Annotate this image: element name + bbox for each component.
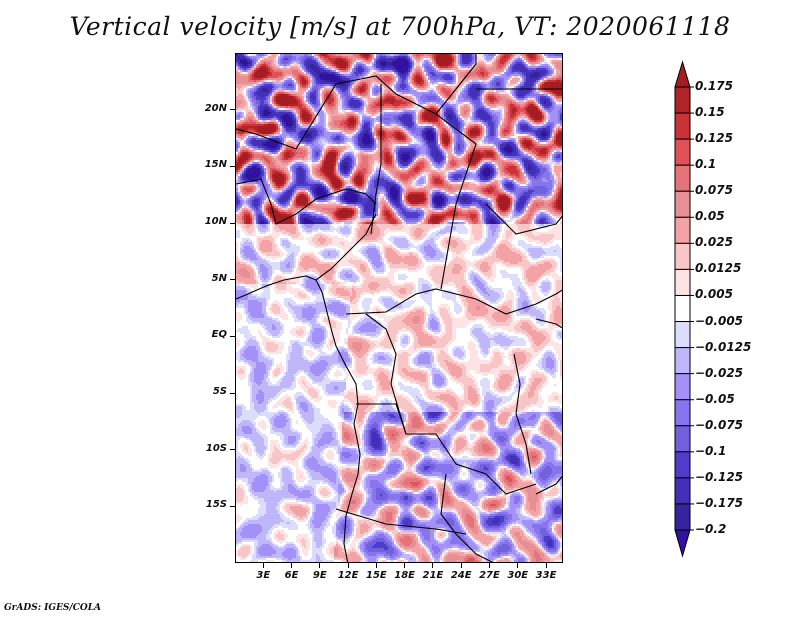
colorbar-swatch: [674, 268, 691, 296]
colorbar-level-label: −0.2: [695, 522, 727, 536]
colorbar-swatch: [674, 373, 691, 401]
x-tick-mark: [291, 563, 293, 568]
x-tick-mark: [517, 563, 519, 568]
border-uganda: [535, 318, 562, 329]
x-tick-mark: [545, 563, 547, 568]
colorbar-level-label: 0.15: [695, 105, 725, 120]
colorbar-swatch: [674, 425, 691, 453]
x-tick-label: 24E: [450, 570, 472, 581]
colorbar-level-label: 0.0125: [695, 261, 742, 276]
colorbar-swatch: [674, 399, 691, 427]
y-tick-mark: [230, 335, 235, 337]
y-tick-mark: [230, 449, 235, 451]
border-lake-tanganyika: [513, 353, 532, 475]
colorbar-level-label: 0.175: [695, 79, 733, 93]
colorbar-swatch: [674, 164, 691, 192]
y-tick-label: 5N: [211, 272, 227, 284]
border-nigeria: [236, 178, 377, 225]
y-tick-label: 10S: [205, 442, 227, 454]
x-tick-label: 18E: [394, 570, 416, 581]
x-tick-mark: [404, 563, 406, 568]
border-namibia: [335, 508, 467, 535]
border-congo: [365, 313, 407, 435]
x-tick-mark: [262, 563, 264, 568]
colorbar-swatch: [674, 347, 691, 375]
colorbar-swatch: [674, 86, 691, 114]
colorbar-level-label: 0.005: [695, 287, 733, 302]
x-tick-mark: [319, 563, 321, 568]
y-tick-label: 5S: [212, 386, 227, 397]
x-tick-label: 21E: [422, 570, 444, 581]
x-tick-mark: [432, 563, 434, 568]
y-tick-mark: [230, 279, 235, 281]
colorbar-swatch: [674, 294, 691, 323]
y-tick-mark: [230, 505, 235, 507]
colorbar-top-arrow: [674, 60, 691, 88]
x-tick-label: 27E: [479, 570, 500, 581]
colorbar-swatch: [674, 321, 691, 349]
chart-title: Vertical velocity [m/s] at 700hPa, VT: 2…: [69, 12, 731, 41]
colorbar-level-label: −0.125: [695, 469, 744, 484]
x-tick-label: 3E: [256, 570, 271, 581]
colorbar-level-label: −0.025: [695, 365, 744, 380]
border-angola-zambia: [440, 473, 494, 562]
map-plot-area: [235, 53, 563, 563]
colorbar-level-label: −0.175: [695, 495, 744, 510]
y-tick-label: 15N: [204, 159, 227, 171]
y-tick-mark: [230, 165, 235, 167]
y-tick-mark: [230, 392, 235, 394]
border-cameroon: [315, 213, 377, 281]
colorbar-level-label: −0.0125: [695, 339, 752, 354]
border-chad-sudan: [370, 84, 382, 235]
x-tick-label: 33E: [535, 570, 557, 581]
colorbar-level-label: −0.1: [695, 443, 727, 458]
country-borders: [236, 54, 562, 562]
x-tick-label: 6E: [284, 570, 299, 581]
colorbar-swatch: [674, 216, 691, 244]
y-tick-label: 15S: [205, 499, 227, 511]
x-tick-mark: [460, 563, 462, 568]
border-car: [345, 288, 562, 315]
colorbar-swatch: [674, 242, 691, 270]
colorbar-swatch: [674, 477, 691, 505]
x-tick-label: 12E: [337, 570, 359, 581]
colorbar-level-label: 0.025: [695, 235, 733, 250]
border-libya: [435, 54, 477, 115]
x-tick-label: 30E: [507, 570, 529, 581]
border-niger-chad: [236, 75, 477, 290]
grads-credit: GrADS: IGES/COLA: [4, 603, 102, 613]
x-tick-label: 15E: [366, 570, 387, 581]
colorbar-swatch: [674, 190, 691, 218]
vertical-velocity-field: [236, 54, 562, 562]
colorbar-swatch: [674, 112, 691, 140]
border-tanzania: [535, 475, 562, 495]
colorbar-swatch: [674, 138, 691, 166]
colorbar-level-label: −0.075: [695, 417, 744, 432]
x-tick-label: 9E: [312, 570, 327, 581]
y-tick-mark: [230, 222, 235, 224]
colorbar-level-label: −0.005: [695, 313, 744, 328]
colorbar-level-label: 0.1: [695, 157, 717, 172]
colorbar-swatch: [674, 503, 691, 531]
x-tick-mark: [375, 563, 377, 568]
coastline: [236, 275, 361, 562]
x-tick-mark: [488, 563, 490, 568]
y-tick-label: 20N: [204, 102, 227, 114]
colorbar-level-label: 0.075: [695, 183, 733, 198]
y-tick-mark: [230, 109, 235, 111]
colorbar-level-label: 0.125: [695, 131, 733, 146]
y-tick-label: 10N: [204, 216, 227, 227]
colorbar-level-label: 0.05: [695, 209, 725, 224]
colorbar-bottom-arrow: [674, 529, 691, 558]
border-sudan-south: [485, 203, 562, 235]
y-tick-label: EQ: [211, 329, 227, 341]
x-tick-mark: [347, 563, 349, 568]
colorbar-level-label: −0.05: [695, 391, 735, 406]
colorbar-swatch: [674, 451, 691, 479]
border-drc-angola: [356, 403, 537, 495]
